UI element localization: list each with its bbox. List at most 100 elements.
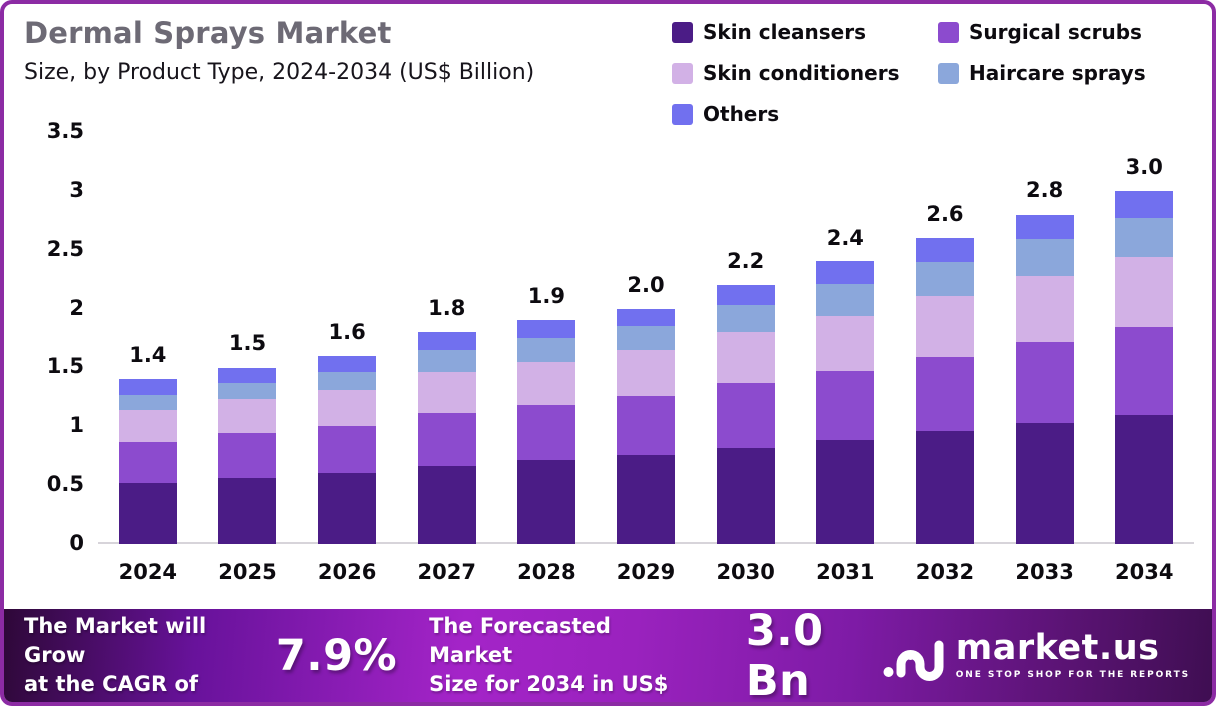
- bar-segment-surgical-scrubs: [915, 356, 974, 431]
- bar-segment-surgical-scrubs: [716, 382, 775, 448]
- x-tick-label-2026: 2026: [317, 560, 377, 584]
- bar-total-label: 1.9: [527, 284, 565, 309]
- bar-stack-2028: [517, 320, 576, 544]
- bar-segment-skin-cleansers: [816, 440, 875, 544]
- legend-label: Skin conditioners: [703, 61, 900, 85]
- legend-swatch-skin-conditioners: [672, 62, 693, 84]
- bar-segment-haircare-sprays: [118, 394, 177, 410]
- forecast-label: The Forecasted Market Size for 2034 in U…: [429, 614, 669, 696]
- legend-item-skin-conditioners: Skin conditioners: [672, 61, 938, 85]
- bar-segment-surgical-scrubs: [1015, 341, 1074, 423]
- bar-segment-skin-cleansers: [417, 466, 476, 544]
- bar-segment-haircare-sprays: [1115, 218, 1174, 257]
- y-tick-label: 1.5: [46, 354, 84, 379]
- summary-banner: The Market will Grow at the CAGR of 7.9%…: [4, 606, 1212, 702]
- bar-stack-2033: [1015, 214, 1074, 544]
- bar-column-2027: 1.8: [397, 132, 497, 544]
- bar-segment-others: [1015, 214, 1074, 240]
- bar-total-label: 2.0: [627, 272, 665, 297]
- bar-total-label: 2.6: [926, 201, 964, 226]
- bar-stack-2034: [1115, 190, 1174, 544]
- bar-segment-haircare-sprays: [816, 283, 875, 316]
- bar-segment-skin-cleansers: [1015, 422, 1074, 544]
- bar-segment-skin-cleansers: [716, 447, 775, 544]
- bar-segment-skin-conditioners: [816, 315, 875, 371]
- x-tick-label-2034: 2034: [1115, 560, 1174, 584]
- bar-segment-haircare-sprays: [517, 338, 576, 362]
- bar-segment-skin-conditioners: [318, 389, 377, 427]
- bar-segment-others: [915, 238, 974, 262]
- bar-segment-skin-cleansers: [118, 482, 177, 544]
- bar-total-label: 1.8: [428, 296, 466, 321]
- y-tick-label: 2.5: [46, 236, 84, 261]
- bar-segment-haircare-sprays: [318, 372, 377, 390]
- bar-segment-haircare-sprays: [915, 261, 974, 296]
- legend-item-surgical-scrubs: Surgical scrubs: [938, 20, 1146, 44]
- legend-item-skin-cleansers: Skin cleansers: [672, 20, 938, 44]
- bar-segment-skin-cleansers: [218, 478, 277, 544]
- bar-segment-skin-cleansers: [915, 431, 974, 544]
- bar-segment-skin-conditioners: [1015, 275, 1074, 342]
- bar-segment-surgical-scrubs: [118, 441, 177, 483]
- bar-column-2032: 2.6: [895, 132, 995, 544]
- bar-stack-2027: [417, 332, 476, 544]
- y-tick-label: 0.5: [46, 472, 84, 497]
- bar-column-2029: 2.0: [596, 132, 696, 544]
- bar-segment-others: [417, 332, 476, 350]
- bar-stack-2031: [816, 261, 875, 544]
- y-tick-label: 1: [69, 413, 84, 438]
- x-tick-label-2024: 2024: [118, 560, 178, 584]
- legend-label: Surgical scrubs: [969, 20, 1142, 44]
- x-tick-label-2028: 2028: [517, 560, 576, 584]
- chart-legend: Skin cleansers Surgical scrubs Skin condit…: [672, 20, 1146, 126]
- bar-column-2030: 2.2: [696, 132, 796, 544]
- page-title: Dermal Sprays Market: [24, 16, 392, 50]
- forecast-value: 3.0 Bn: [745, 605, 824, 706]
- bar-segment-others: [318, 355, 377, 373]
- y-tick-label: 3.5: [46, 119, 84, 143]
- bar-stack-2032: [915, 238, 974, 544]
- bar-segment-surgical-scrubs: [318, 426, 377, 474]
- bar-segment-haircare-sprays: [716, 305, 775, 333]
- cagr-value: 7.9%: [275, 630, 398, 681]
- bar-segment-skin-cleansers: [517, 460, 576, 544]
- bar-segment-surgical-scrubs: [1115, 327, 1174, 415]
- y-tick-label: 0: [69, 531, 84, 555]
- bar-segment-others: [118, 379, 177, 395]
- stacked-bar-chart: 0 0.5 1 1.5 2 2.5 3 3.5 1.4 1.5 1.6 1.8 1.9 2.0 2.2 2.…: [16, 121, 1202, 602]
- bar-stack-2024: [118, 379, 177, 544]
- bar-total-label: 1.6: [328, 319, 366, 344]
- legend-label: Haircare sprays: [969, 61, 1146, 85]
- bar-segment-haircare-sprays: [417, 349, 476, 373]
- bar-column-2024: 1.4: [98, 132, 198, 544]
- bar-stack-2026: [318, 355, 377, 544]
- bar-segment-skin-conditioners: [417, 372, 476, 414]
- bar-segment-others: [1115, 190, 1174, 219]
- bar-column-2025: 1.5: [198, 132, 298, 544]
- bar-total-label: 2.2: [727, 249, 765, 274]
- logo-text: market.us: [955, 628, 1160, 668]
- bar-segment-haircare-sprays: [617, 326, 676, 350]
- bar-segment-others: [716, 285, 775, 306]
- marketus-logo-icon: [883, 640, 944, 681]
- bar-segment-skin-conditioners: [617, 349, 676, 396]
- x-axis: 2024 2025 2026 2027 2028 2029 2030 2031 2032 2033…: [98, 560, 1194, 584]
- y-axis: 0 0.5 1 1.5 2 2.5 3 3.5: [16, 121, 84, 554]
- bar-segment-skin-conditioners: [716, 332, 775, 383]
- legend-swatch-haircare-sprays: [938, 62, 959, 84]
- x-tick-label-2030: 2030: [716, 560, 775, 584]
- bar-segment-others: [617, 308, 676, 327]
- bar-segment-surgical-scrubs: [617, 395, 676, 455]
- bar-segment-skin-conditioners: [915, 295, 974, 357]
- bar-segment-surgical-scrubs: [816, 370, 875, 441]
- legend-swatch-others: [672, 103, 693, 125]
- bar-column-2028: 1.9: [497, 132, 597, 544]
- bar-stack-2029: [617, 308, 676, 544]
- bar-column-2026: 1.6: [297, 132, 397, 544]
- bar-segment-surgical-scrubs: [517, 405, 576, 461]
- legend-label: Others: [703, 102, 780, 126]
- x-tick-label-2033: 2033: [1015, 560, 1074, 584]
- x-tick-label-2029: 2029: [616, 560, 676, 584]
- bar-segment-skin-cleansers: [1115, 414, 1174, 544]
